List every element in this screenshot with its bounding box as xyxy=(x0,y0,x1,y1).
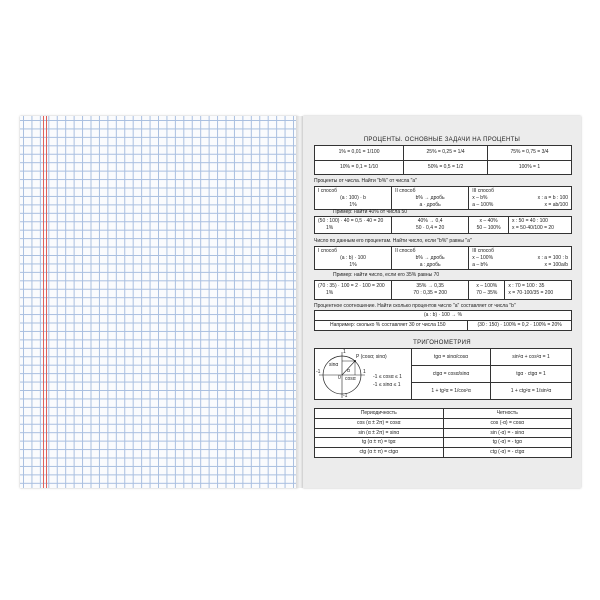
unit-circle-diagram xyxy=(319,352,365,398)
example1-table: (50 : 100) · 40 = 0,5 · 40 = 20 1% 40% → … xyxy=(313,216,573,234)
task3-label: Процентное соотношение. Найти сколько пр… xyxy=(314,303,516,309)
sin-label: sinα xyxy=(329,362,339,368)
m3-title: III способ xyxy=(472,188,494,194)
cell: cos (-α) = cosα xyxy=(442,417,572,429)
identity: 1 + tg²α = 1/cos²α xyxy=(410,382,492,400)
cell: sin (α ± 2π) = sinα xyxy=(314,427,444,439)
ex-cell: x = 50·40/100 = 20 xyxy=(511,225,554,231)
m2-line: b% → дробь xyxy=(415,194,445,201)
m1-den: 1% xyxy=(349,261,357,268)
percent-basics-table: 1% = 0,01 = 1/100 25% = 0,25 = 1/4 75% = 0… xyxy=(313,145,572,175)
ex-cell: x = 70·100/35 = 200 xyxy=(508,290,554,296)
task3-formula: (a : b) · 100 → % xyxy=(314,310,572,321)
m3-title: III способ xyxy=(472,248,494,254)
m1-den: 1% xyxy=(349,201,357,208)
percent-title: ПРОЦЕНТЫ. ОСНОВНЫЕ ЗАДАЧИ НА ПРОЦЕНТЫ xyxy=(363,137,521,143)
task2-table: I способ (a : b) · 100 1% II способ b% → др… xyxy=(313,245,572,271)
ex-cell: 50 · 0,4 = 20 xyxy=(416,225,445,231)
task2-label: Число по данным его процентам. Найти чис… xyxy=(314,238,472,244)
cell: sin (-α) = - sinα xyxy=(442,427,572,439)
example3-label: Например: сколько % составляет 30 от чис… xyxy=(313,319,469,331)
m2-line: a : дробь xyxy=(419,261,441,268)
axis-label: -1 xyxy=(316,369,321,375)
cell: tg (α ± π) = tgα xyxy=(314,437,444,449)
ex-cell: 50 – 100% xyxy=(476,225,501,231)
ex-cell: 70 – 35% xyxy=(476,290,498,296)
cell: 1% = 0,01 = 1/100 xyxy=(313,145,405,161)
m1-formula: (a : 100) · b xyxy=(340,194,366,201)
point-p xyxy=(354,360,356,362)
example3-solution: (30 : 150) · 100% = 0,2 · 100% = 20% xyxy=(467,319,572,331)
notebook-spine xyxy=(296,116,304,488)
unit-circle xyxy=(322,355,362,395)
cell: cos (α ± 2π) = cosα xyxy=(314,417,444,429)
ex-cell: 35% → 0,35 xyxy=(416,283,444,290)
ex-cell: x : 50 = 40 : 100 xyxy=(511,218,548,225)
ex-cell: x – 100% xyxy=(476,283,498,290)
m3-line: x – b% xyxy=(472,194,488,201)
axis-label: 0 xyxy=(338,375,341,381)
axis-label: 1 xyxy=(343,349,346,355)
identity: tgα = sinα/cosα xyxy=(410,348,492,366)
m2-line: b% → дробь xyxy=(415,254,445,261)
unit-circle-cell: P (cosα; sinα) sinα cosα α 1 1 -1 -1 0 -… xyxy=(314,348,412,400)
cos-range: -1 ≤ cosα ≤ 1 xyxy=(373,374,402,380)
identity: 1 + ctg²α = 1/sin²α xyxy=(490,382,572,400)
m2-line: a · дробь xyxy=(419,201,441,208)
reference-page: ПРОЦЕНТЫ. ОСНОВНЫЕ ЗАДАЧИ НА ПРОЦЕНТЫ 1%… xyxy=(303,116,581,488)
axis-label: 1 xyxy=(363,369,366,375)
cos-label: cosα xyxy=(345,376,356,382)
cell: tg (-α) = - tgα xyxy=(442,437,572,449)
cell: ctg (α ± π) = ctgα xyxy=(314,447,444,458)
m1-formula: (a : b) · 100 xyxy=(340,254,366,261)
task1-label: Проценты от числа. Найти "b%" от числа "… xyxy=(314,178,417,184)
m1-title: I способ xyxy=(318,188,337,194)
radius-line xyxy=(341,360,356,376)
m3-line: x = 100a/b xyxy=(544,261,569,268)
margin-line xyxy=(46,116,47,488)
m3-line: x : a = b : 100 xyxy=(537,194,568,201)
trig-title: ТРИГОНОМЕТРИЯ xyxy=(413,340,471,346)
trig-identities-table: P (cosα; sinα) sinα cosα α 1 1 -1 -1 0 -… xyxy=(314,348,572,400)
example1-label: Пример: найти 40% от числа 50 xyxy=(333,209,408,215)
identity: sin²α + cos²α = 1 xyxy=(490,348,572,366)
m2-title: II способ xyxy=(395,248,416,254)
m1-title: I способ xyxy=(318,248,337,254)
task3-table: (a : b) · 100 → % Например: сколько % со… xyxy=(313,310,572,331)
cell: 100% = 1 xyxy=(487,159,572,175)
m3-line: a – 100% xyxy=(472,201,494,208)
cell: ctg (-α) = - ctgα xyxy=(442,447,572,458)
ex-cell: x : 70 = 100 : 35 xyxy=(508,283,545,290)
cell: 25% = 0,25 = 1/4 xyxy=(403,145,489,161)
margin-line xyxy=(43,116,44,488)
axis-label: -1 xyxy=(343,393,348,399)
sin-range: -1 ≤ sinα ≤ 1 xyxy=(373,382,401,388)
point-label: P (cosα; sinα) xyxy=(356,354,387,360)
m2-title: II способ xyxy=(395,188,416,194)
m3-line: x : a = 100 : b xyxy=(537,254,568,261)
m3-line: x = ab/100 xyxy=(544,201,569,208)
ex-cell: (50 : 100) · 40 = 0,5 · 40 = 20 xyxy=(318,218,384,225)
header-periodicity: Периодичность xyxy=(314,408,444,419)
alpha-label: α xyxy=(347,368,350,374)
grid-page xyxy=(20,116,298,488)
ex-cell: (70 : 35) · 100 = 2 · 100 = 200 xyxy=(318,283,385,290)
identity: ctgα = cosα/sinα xyxy=(410,365,492,383)
m3-line: a – b% xyxy=(472,261,488,268)
ex-cell: 40% → 0,4 xyxy=(417,218,443,225)
cell: 10% = 0,1 = 1/10 xyxy=(313,159,405,175)
trig-properties-table: Периодичность Четность cos (α ± 2π) = cos… xyxy=(314,408,572,458)
example2-label: Пример: найти число, если его 35% равны … xyxy=(333,272,440,278)
example2-table: (70 : 35) · 100 = 2 · 100 = 200 1% 35% → … xyxy=(313,280,572,300)
ex-den: 1% xyxy=(326,290,334,296)
ex-cell: 70 : 0,35 = 200 xyxy=(413,290,447,296)
ex-den: 1% xyxy=(326,225,334,231)
cell: 50% = 0,5 = 1/2 xyxy=(403,159,489,175)
cell: 75% = 0,75 = 3/4 xyxy=(487,145,572,161)
header-parity: Четность xyxy=(442,408,572,419)
m3-line: x – 100% xyxy=(472,254,494,261)
ex-cell: x – 40% xyxy=(479,218,498,225)
identity: tgα · ctgα = 1 xyxy=(490,365,572,383)
task1-table: I способ (a : 100) · b 1% II способ b% → др… xyxy=(313,185,572,211)
